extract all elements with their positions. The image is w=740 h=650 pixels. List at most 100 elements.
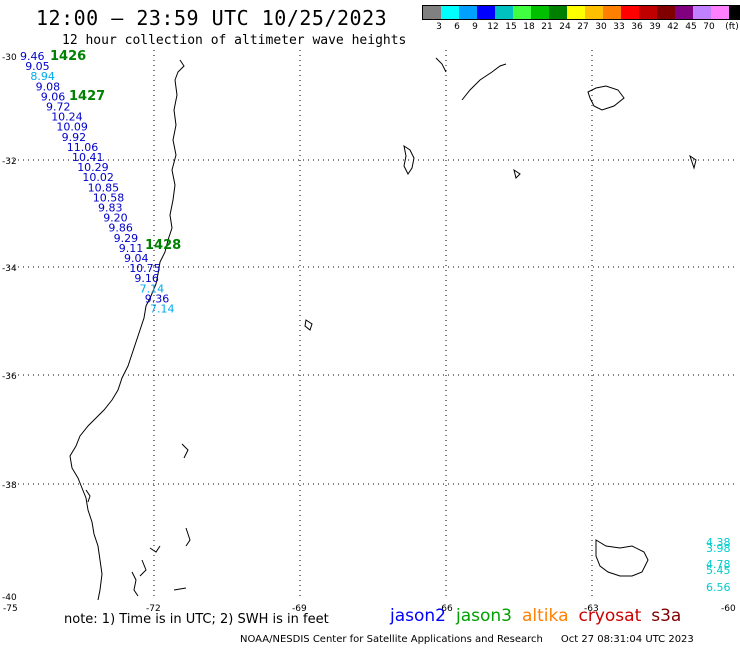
lon-label: -75 xyxy=(3,604,18,614)
legend-swatch xyxy=(621,6,639,19)
pass-label: 1428 xyxy=(145,238,181,253)
mission-altika: altika xyxy=(522,606,569,626)
wave-height-value: 9.29 xyxy=(114,232,139,245)
legend-label: 6 xyxy=(454,22,460,32)
wave-height-value: 10.29 xyxy=(77,161,109,174)
wave-track-west: 9.469.058.949.089.069.7210.2410.099.9211… xyxy=(20,50,175,316)
legend-swatch xyxy=(423,6,441,19)
lat-label: -38 xyxy=(2,481,17,491)
wave-track-east: 4.383.98 4.785.45 6.56 xyxy=(706,536,731,594)
lon-label: -60 xyxy=(721,604,736,614)
pass-label: 1426 xyxy=(50,49,86,64)
color-legend: 3 6 9 12 15 18 21 24 27 30 33 36 39 42 45 70 (ft) xyxy=(422,5,740,34)
wave-height-value: 11.06 xyxy=(67,141,99,154)
wave-height-value: 10.41 xyxy=(72,151,104,164)
legend-label: 30 xyxy=(595,22,607,32)
lon-label: -63 xyxy=(584,604,599,614)
legend-label: 42 xyxy=(667,22,679,32)
lon-label: -69 xyxy=(292,604,307,614)
legend-swatch xyxy=(513,6,531,19)
legend-swatch xyxy=(675,6,693,19)
wave-height-value: 9.08 xyxy=(36,80,61,93)
legend-swatch xyxy=(657,6,675,19)
generated-timestamp: Oct 27 08:31:04 UTC 2023 xyxy=(560,634,694,645)
legend-swatch xyxy=(603,6,621,19)
legend-swatch xyxy=(549,6,567,19)
wave-height-value: 10.09 xyxy=(56,121,88,134)
legend-swatch xyxy=(711,6,729,19)
map-subtitle: 12 hour collection of altimeter wave hei… xyxy=(62,33,407,48)
wave-height-value: 7.14 xyxy=(150,303,175,316)
chile-coastline xyxy=(69,59,185,601)
wave-height-value: 9.46 xyxy=(20,50,45,63)
mission-jason3: jason3 xyxy=(456,606,512,626)
wave-height-value: 9.06 xyxy=(41,90,66,103)
lon-label: -66 xyxy=(438,604,453,614)
wave-height-value: 9.11 xyxy=(119,242,144,255)
legend-swatch xyxy=(567,6,585,19)
legend-swatch xyxy=(459,6,477,19)
legend-label: 12 xyxy=(487,22,499,32)
legend-label: 70 xyxy=(703,22,715,32)
mission-s3a: s3a xyxy=(651,606,682,626)
chiloe-islands xyxy=(85,319,313,597)
legend-color-bar xyxy=(422,5,740,20)
wave-height-value: 5.45 xyxy=(706,564,731,577)
legend-label: 39 xyxy=(649,22,661,32)
lat-label: -36 xyxy=(2,372,17,382)
credit-text: NOAA/NESDIS Center for Satellite Applica… xyxy=(240,634,543,645)
mission-legend: jason2 jason3 altika cryosat s3a xyxy=(390,606,691,626)
wave-height-value: 10.75 xyxy=(129,262,161,275)
legend-swatch xyxy=(639,6,657,19)
lat-label: -32 xyxy=(2,157,17,167)
legend-label: 21 xyxy=(541,22,553,32)
legend-swatch xyxy=(693,6,711,19)
wave-height-value: 10.85 xyxy=(88,181,120,194)
wave-height-value: 8.94 xyxy=(30,70,55,83)
pass-label: 1427 xyxy=(69,89,105,104)
lon-label: -72 xyxy=(146,604,161,614)
wave-height-value: 9.05 xyxy=(25,60,50,73)
argentina-coastline xyxy=(403,57,697,577)
legend-unit: (ft) xyxy=(725,22,739,32)
legend-label: 3 xyxy=(436,22,442,32)
wave-height-value: 6.56 xyxy=(706,581,731,594)
wave-height-value: 4.78 xyxy=(706,558,731,571)
mission-jason2: jason2 xyxy=(390,606,446,626)
legend-label: 9 xyxy=(472,22,478,32)
wave-height-value: 3.98 xyxy=(706,542,731,555)
legend-label: 15 xyxy=(505,22,517,32)
legend-swatch xyxy=(495,6,513,19)
legend-label: 18 xyxy=(523,22,535,32)
legend-swatch xyxy=(729,6,740,19)
wave-height-value: 10.58 xyxy=(93,191,125,204)
wave-height-value: 9.92 xyxy=(62,131,87,144)
lat-labels: -30 -32 -34 -36 -38 -40 xyxy=(2,53,17,603)
lat-label: -34 xyxy=(2,264,17,274)
legend-swatch xyxy=(441,6,459,19)
wave-height-value: 9.04 xyxy=(124,252,149,265)
legend-label: 27 xyxy=(577,22,589,32)
wave-height-value: 7.14 xyxy=(140,282,165,295)
footer-credit: NOAA/NESDIS Center for Satellite Applica… xyxy=(240,634,694,645)
wave-height-value: 4.38 xyxy=(706,536,731,549)
legend-label: 24 xyxy=(559,22,571,32)
legend-swatch xyxy=(531,6,549,19)
legend-swatch xyxy=(585,6,603,19)
legend-label: 45 xyxy=(685,22,697,32)
wave-height-value: 10.02 xyxy=(82,171,114,184)
wave-height-value: 9.72 xyxy=(46,101,71,114)
map-grid xyxy=(8,50,736,600)
map-title: 12:00 – 23:59 UTC 10/25/2023 xyxy=(36,6,388,30)
wave-height-value: 9.20 xyxy=(103,212,128,225)
legend-label: 36 xyxy=(631,22,643,32)
footer-note: note: 1) Time is in UTC; 2) SWH is in fe… xyxy=(64,612,329,627)
mission-cryosat: cryosat xyxy=(578,606,642,626)
wave-height-value: 9.36 xyxy=(145,292,170,305)
wave-height-value: 9.16 xyxy=(134,272,159,285)
wave-height-value: 10.24 xyxy=(51,111,82,124)
wave-height-value: 9.83 xyxy=(98,202,123,215)
lat-label: -30 xyxy=(2,53,17,63)
legend-labels: 3 6 9 12 15 18 21 24 27 30 33 36 39 42 45 70 (ft) xyxy=(422,20,740,34)
